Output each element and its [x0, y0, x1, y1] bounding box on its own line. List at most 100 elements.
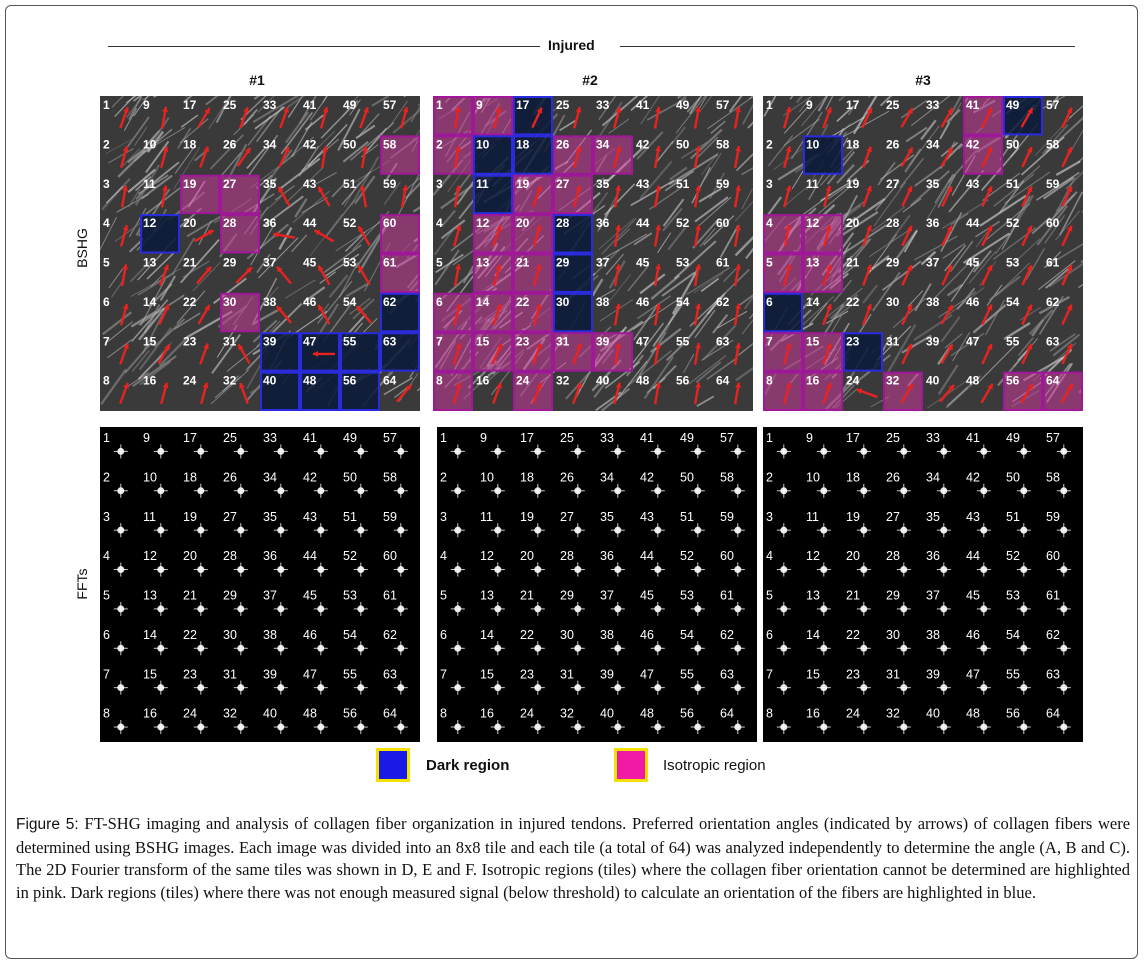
legend-dark-label: Dark region [426, 757, 510, 774]
tile-4: 4 [763, 214, 803, 254]
arrow-head [615, 146, 622, 153]
tile-number: 25 [886, 98, 900, 112]
tile-number: 26 [886, 137, 900, 151]
tile-63: 63 [1046, 334, 1073, 365]
tile-50: 50 [676, 137, 701, 169]
tile-33: 33 [263, 98, 289, 129]
fft-tile-number: 55 [1006, 667, 1020, 681]
fft-tile-5: 5 [440, 589, 465, 616]
fft-tile-number: 20 [183, 549, 197, 563]
fft-tile-number: 43 [640, 510, 654, 524]
fft-tile-number: 25 [886, 431, 900, 445]
arrow-head [735, 264, 741, 270]
fft-tile-30: 30 [560, 628, 585, 656]
tile-number: 2 [766, 137, 773, 151]
fft-tile-16: 16 [143, 707, 168, 735]
tile-number: 26 [223, 137, 237, 151]
fft-tile-47: 47 [966, 667, 991, 695]
fft-tile-19: 19 [520, 510, 545, 538]
arrow-head [496, 343, 503, 350]
tile-52: 52 [676, 216, 701, 247]
arrow-head [455, 264, 461, 270]
fft-tile-number: 41 [303, 431, 317, 445]
tile-number: 59 [1046, 177, 1060, 191]
arrow-head [496, 304, 502, 310]
arrow-head [322, 107, 329, 113]
tile-52: 52 [343, 216, 371, 246]
fft-tile-number: 57 [720, 431, 734, 445]
arrow-head [455, 225, 462, 231]
arrow-head [785, 107, 792, 113]
arrow-head [536, 382, 542, 389]
tile-number: 61 [716, 256, 730, 270]
isotropic-highlight [1003, 371, 1043, 411]
fft-tile-number: 19 [520, 510, 534, 524]
tile-number: 25 [556, 98, 570, 112]
arrow-head [986, 107, 993, 114]
fft-tile-3: 3 [103, 510, 128, 538]
tile-26: 26 [886, 137, 914, 168]
tile-16: 16 [803, 371, 843, 411]
fft-tile-number: 23 [183, 667, 197, 681]
tile-number: 57 [1046, 98, 1060, 112]
tile-44: 44 [636, 216, 661, 247]
isotropic-highlight [473, 292, 513, 333]
arrow-head [278, 186, 284, 193]
legend-dark-swatch [376, 748, 410, 782]
arrow-head [1026, 186, 1033, 193]
fft-tile-25: 25 [886, 431, 911, 459]
fft-tile-9: 9 [143, 431, 168, 459]
fft-tile-10: 10 [806, 470, 831, 498]
fft-tile-number: 13 [480, 589, 494, 603]
fft-tile-24: 24 [520, 707, 545, 735]
tile-number: 47 [303, 334, 317, 348]
fft-tile-number: 64 [720, 707, 734, 721]
fft-tile-number: 61 [1046, 589, 1060, 603]
tile-number: 42 [303, 137, 317, 151]
fft-tile-number: 22 [846, 628, 860, 642]
fft-tile-number: 56 [1006, 707, 1020, 721]
tile-62: 62 [1046, 295, 1073, 326]
tile-38: 38 [926, 295, 954, 325]
tile-number: 64 [383, 374, 397, 388]
tile-number: 15 [806, 334, 820, 348]
fft-tile-number: 11 [806, 510, 819, 524]
fft-tile-56: 56 [343, 707, 368, 735]
fft-tile-61: 61 [383, 589, 408, 616]
fft-tile-59: 59 [1046, 510, 1071, 538]
fft-tile-number: 29 [886, 589, 900, 603]
tile-number: 19 [516, 177, 530, 191]
fft-tile-42: 42 [966, 470, 991, 498]
tile-30: 30 [553, 292, 593, 333]
tile-number: 34 [926, 137, 940, 151]
arrow-head [1026, 225, 1033, 232]
tile-number: 20 [183, 216, 197, 230]
fft-tile-number: 59 [1046, 510, 1060, 524]
tile-number: 63 [716, 334, 730, 348]
tile-number: 52 [1006, 216, 1020, 230]
tile-26: 26 [223, 137, 252, 167]
fft-tile-7: 7 [440, 667, 465, 695]
arrow-head [826, 304, 832, 310]
arrow-head [695, 185, 701, 192]
fft-tile-5: 5 [103, 589, 128, 616]
fft-tile-28: 28 [560, 549, 585, 577]
fft-tile-number: 63 [720, 667, 734, 681]
tile-number: 49 [343, 98, 357, 112]
fft-tile-number: 64 [383, 707, 397, 721]
tile-number: 14 [806, 295, 820, 309]
arrow-head [1026, 343, 1033, 350]
dark-highlight [513, 96, 553, 136]
tile-56: 56 [676, 374, 701, 405]
fft-tile-number: 39 [263, 667, 277, 681]
fft-tile-17: 17 [846, 431, 871, 459]
fft-tile-number: 44 [966, 549, 980, 563]
fft-tile-45: 45 [303, 589, 328, 616]
arrow-head [535, 264, 542, 271]
fft-tile-number: 9 [480, 431, 487, 445]
fft-tile-52: 52 [343, 549, 368, 577]
tile-number: 19 [846, 177, 860, 191]
tile-number: 51 [343, 177, 357, 191]
fft-tile-8: 8 [440, 707, 465, 735]
tile-43: 43 [636, 177, 661, 208]
